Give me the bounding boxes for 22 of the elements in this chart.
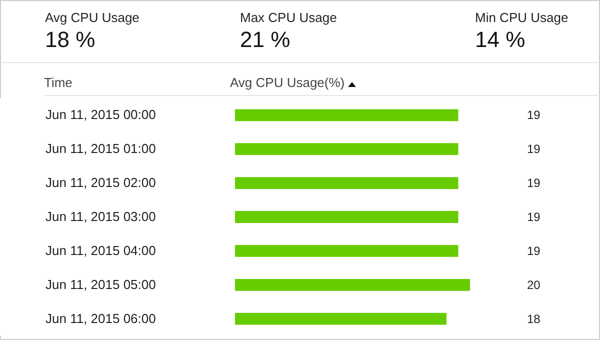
- text: Max CPU Usage: [240, 10, 337, 25]
- y-tick-label: Jun 11, 2015 04:00: [46, 242, 156, 258]
- y-tick-label: Jun 11, 2015 00:00: [46, 107, 156, 122]
- data-label: 19: [527, 176, 541, 190]
- y-tick-label: Jun 11, 2015 01:00: [46, 141, 156, 156]
- data-label: 20: [527, 278, 541, 292]
- text: 14 %: [475, 27, 526, 53]
- y-tick-label: Jun 11, 2015 03:00: [46, 209, 156, 224]
- text: 18 %: [45, 27, 96, 53]
- y-tick-label: Jun 11, 2015 06:00: [46, 310, 156, 326]
- data-label: 18: [527, 312, 541, 326]
- text: 21 %: [240, 27, 292, 53]
- data-label: 19: [527, 244, 541, 258]
- y-axis-title: Time: [44, 75, 72, 90]
- text: Min CPU Usage: [475, 10, 568, 25]
- y-tick-label: Jun 11, 2015 05:00: [46, 276, 156, 292]
- data-label: 19: [527, 142, 541, 156]
- y-tick-label: Jun 11, 2015 02:00: [46, 175, 156, 190]
- x-axis-title: Avg CPU Usage(%): [230, 75, 345, 90]
- data-label: 19: [527, 108, 541, 122]
- data-label: 19: [527, 210, 541, 224]
- text: Avg CPU Usage: [45, 10, 140, 25]
